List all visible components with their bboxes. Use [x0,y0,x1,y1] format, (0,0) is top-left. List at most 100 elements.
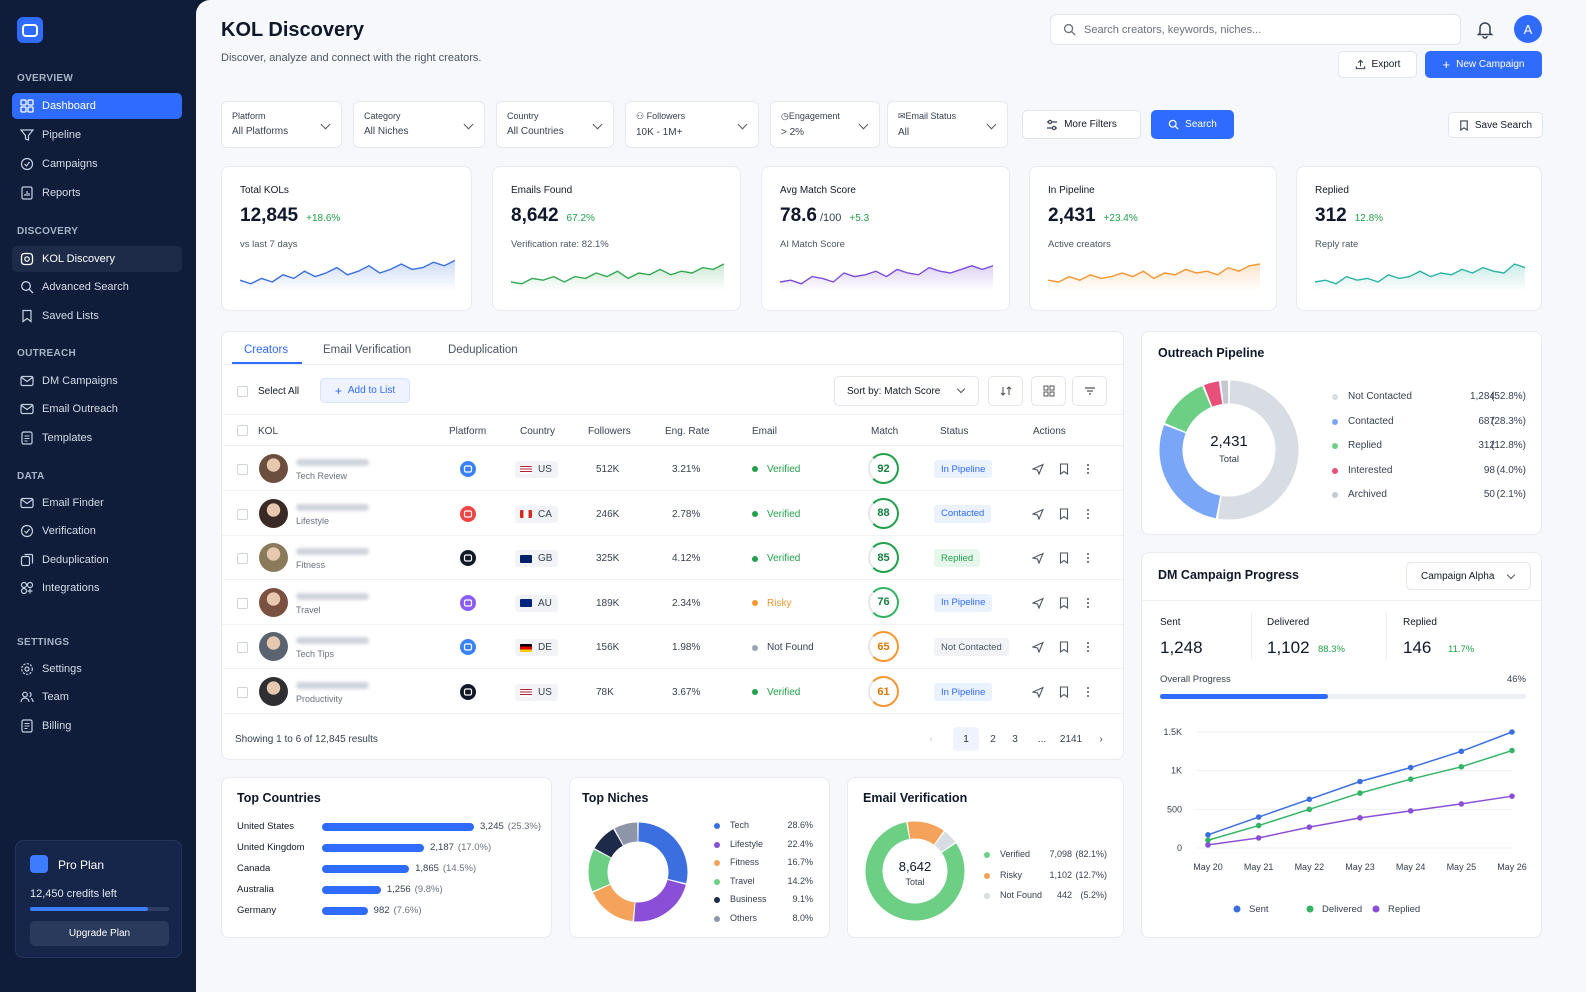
bookmark-icon[interactable] [1058,463,1070,475]
grid-view-button[interactable] [1031,376,1066,406]
country-value: 3,245 (25.3%) [480,821,542,832]
column-header[interactable]: Platform [449,426,487,437]
sidebar-item-kol-discovery[interactable]: KOL Discovery [12,246,182,272]
sidebar-item-saved-lists[interactable]: Saved Lists [12,303,182,329]
column-header[interactable]: Country [520,426,556,437]
more-icon[interactable] [1082,686,1094,698]
tab-deduplication[interactable]: Deduplication [448,344,518,356]
more-icon[interactable] [1082,597,1094,609]
sidebar-item-advanced-search[interactable]: Advanced Search [12,274,182,300]
bookmark-icon[interactable] [1058,686,1070,698]
sidebar-item-deduplication[interactable]: Deduplication [12,547,182,573]
prev-page-button[interactable]: ‹ [929,733,933,745]
app-logo[interactable] [17,17,43,43]
column-filter-button[interactable] [1072,376,1107,406]
bell-icon[interactable] [1475,19,1495,39]
filter-country[interactable]: Country All Countries [496,101,614,148]
select-all-checkbox[interactable] [237,386,248,397]
row-checkbox[interactable] [237,464,248,475]
sidebar-item-team[interactable]: Team [12,684,182,710]
table-row[interactable]: Lifestyle CA 246K 2.78% Verified 88 Contacted [222,492,1123,536]
more-icon[interactable] [1082,552,1094,564]
add-to-list-button[interactable]: + Add to List [320,378,410,403]
row-checkbox[interactable] [237,553,248,565]
page-button[interactable]: 3 [1012,733,1018,745]
sidebar-item-billing[interactable]: Billing [12,713,182,739]
column-header[interactable]: Status [940,426,969,437]
more-icon[interactable] [1082,641,1094,653]
send-icon[interactable] [1032,597,1044,609]
page-button[interactable]: 2141 [1059,733,1083,745]
bookmark-icon[interactable] [1058,508,1070,520]
more-icon[interactable] [1082,463,1094,475]
sidebar-item-pipeline[interactable]: Pipeline [12,122,182,148]
page-button[interactable]: 2 [990,733,996,745]
table-row[interactable]: Tech Review US 512K 3.21% Verified 92 In Pipel… [222,447,1123,491]
table-row[interactable]: Productivity US 78K 3.67% Verified 61 In Pipel… [222,670,1123,714]
series-point [1407,808,1414,814]
campaign-select[interactable]: Campaign Alpha [1406,562,1531,590]
send-icon[interactable] [1032,552,1044,565]
user-avatar[interactable]: A [1514,15,1542,43]
table-row[interactable]: Tech Tips DE 156K 1.98% Not Found 65 Not Conta… [222,625,1123,670]
sort-dropdown[interactable]: Sort by: Match Score [834,376,979,406]
bookmark-icon[interactable] [1058,552,1070,565]
send-icon[interactable] [1032,641,1044,654]
row-checkbox[interactable] [237,508,248,520]
tab-creators[interactable]: Creators [244,344,289,356]
sparkline-chart [240,259,455,291]
table-divider [222,414,1123,415]
row-checkbox[interactable] [237,597,248,609]
column-header[interactable]: Match [871,426,899,437]
row-checkbox[interactable] [237,642,248,654]
sidebar-item-dm-campaigns[interactable]: DM Campaigns [12,368,182,394]
filter-followers[interactable]: ⚇ Followers 10K - 1M+ [625,101,759,148]
bookmark-icon[interactable] [1058,641,1070,654]
table-row[interactable]: Travel AU 189K 2.34% Risky 76 In Pipeline [222,581,1123,625]
upgrade-plan-button[interactable]: Upgrade Plan [30,921,169,946]
more-icon[interactable] [1082,508,1094,520]
filter-engagement[interactable]: ◷Engagement > 2% [770,101,880,148]
sidebar-item-dashboard[interactable]: Dashboard [12,93,182,119]
send-icon[interactable] [1032,508,1044,520]
tab-email-verification[interactable]: Email Verification [323,344,412,356]
sidebar-item-email-finder[interactable]: Email Finder [12,490,182,516]
page-button[interactable]: 1 [953,727,979,751]
filter-email-status[interactable]: ✉Email Status All [887,101,1008,148]
column-header[interactable]: Actions [1033,426,1066,437]
kol-name-blurred [296,503,369,511]
bookmark-icon[interactable] [1058,597,1070,609]
sidebar-item-templates[interactable]: Templates [12,425,182,451]
filter-category[interactable]: Category All Niches [353,101,485,148]
new-campaign-button[interactable]: + New Campaign [1425,51,1542,78]
sort-direction-button[interactable] [988,376,1023,406]
column-header[interactable]: KOL [258,426,279,437]
column-header[interactable]: Eng. Rate [665,426,710,437]
more-filters-button[interactable]: More Filters [1022,110,1141,139]
sidebar-item-settings[interactable]: Settings [12,656,182,682]
engagement-rate: 2.34% [672,597,701,609]
filter-platform[interactable]: Platform All Platforms [221,101,342,148]
legend-percent: 16.7% [787,857,813,867]
column-header[interactable]: Email [752,426,778,437]
search-button[interactable]: Search [1151,110,1234,139]
series-point [1306,796,1313,803]
next-page-button[interactable]: › [1099,733,1103,745]
sidebar-item-email-outreach[interactable]: Email Outreach [12,396,182,422]
send-icon[interactable] [1032,686,1044,698]
sidebar-item-campaigns[interactable]: Campaigns [12,151,182,177]
export-button[interactable]: Export [1338,51,1417,78]
save-search-button[interactable]: Save Search [1448,112,1543,138]
send-icon[interactable] [1032,463,1044,475]
sidebar-item-verification[interactable]: Verification [12,518,182,544]
legend-dot [984,872,990,879]
sidebar-item-reports[interactable]: Reports [12,180,182,206]
row-checkbox[interactable] [237,687,248,698]
table-row[interactable]: Fitness GB 325K 4.12% Verified 85 Replied [222,536,1123,581]
header-checkbox[interactable] [237,425,248,436]
column-header[interactable]: Followers [588,426,631,437]
global-search-input[interactable]: Search creators, keywords, niches... [1050,14,1461,45]
legend-percent: 28.6% [787,820,813,830]
copy-icon [20,553,34,567]
sidebar-item-integrations[interactable]: Integrations [12,575,182,601]
